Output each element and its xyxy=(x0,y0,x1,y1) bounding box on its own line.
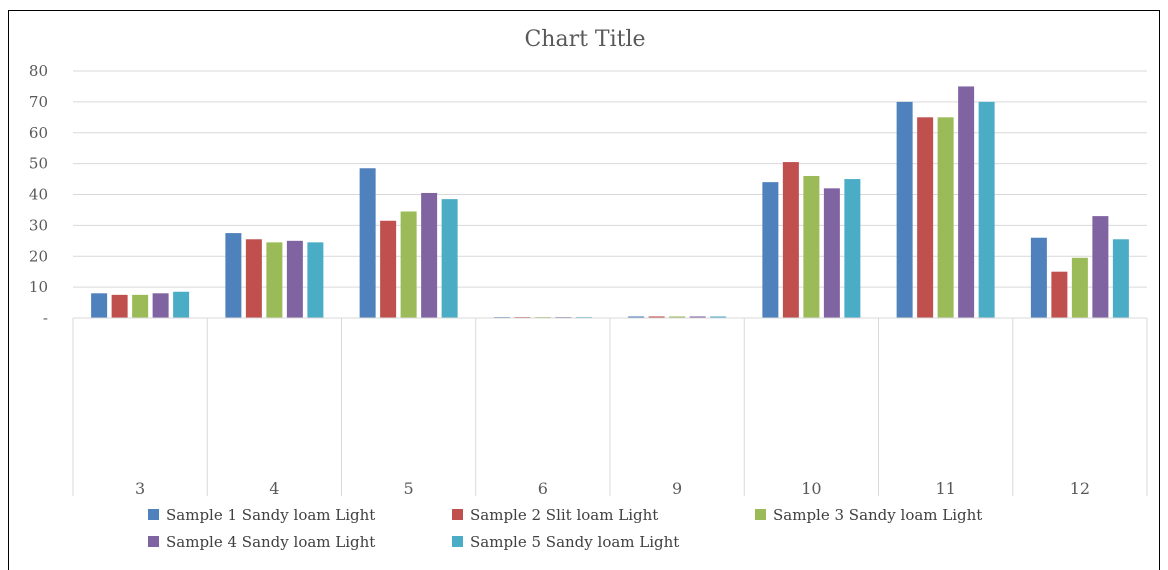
y-tick-label: 70 xyxy=(29,93,48,111)
legend-label: Sample 5 Sandy loam Light xyxy=(470,533,679,551)
x-tick-label: 6 xyxy=(538,479,548,498)
bar xyxy=(844,179,861,318)
x-tick-label: 12 xyxy=(1070,479,1090,498)
bar xyxy=(380,220,397,318)
legend-swatch xyxy=(452,536,463,547)
bar xyxy=(648,316,665,318)
bar xyxy=(1051,271,1068,318)
bar xyxy=(1092,216,1109,318)
bar xyxy=(225,233,242,318)
legend-label: Sample 2 Slit loam Light xyxy=(470,506,658,524)
y-tick-label: - xyxy=(43,309,48,327)
legend-swatch xyxy=(452,509,463,520)
bar xyxy=(937,117,954,318)
bar xyxy=(1030,237,1047,318)
legend-label: Sample 1 Sandy loam Light xyxy=(166,506,375,524)
bar xyxy=(266,242,283,318)
bar xyxy=(245,239,262,318)
x-tick-label: 4 xyxy=(269,479,279,498)
x-tick-label: 3 xyxy=(135,479,145,498)
y-tick-label: 40 xyxy=(29,186,48,204)
bar xyxy=(421,192,438,318)
chart-title: Chart Title xyxy=(524,27,645,52)
bar xyxy=(400,211,417,318)
y-tick-label: 30 xyxy=(29,216,48,234)
x-tick-label: 10 xyxy=(801,479,821,498)
bar xyxy=(359,168,376,318)
bar xyxy=(958,86,975,318)
axes: - 10 20 30 40 50 60 70 80 3 4 5 6 9 10 11 12 xyxy=(29,62,1148,498)
y-tick-label: 20 xyxy=(29,247,48,265)
x-tick-label: 5 xyxy=(404,479,414,498)
y-tick-label: 60 xyxy=(29,124,48,142)
bar xyxy=(111,294,128,318)
bar xyxy=(689,316,706,318)
bar xyxy=(669,316,686,318)
bar xyxy=(782,162,799,318)
bar xyxy=(132,294,149,318)
bar xyxy=(307,242,324,318)
legend-label: Sample 3 Sandy loam Light xyxy=(773,506,982,524)
bar xyxy=(978,101,995,318)
y-tick-label: 50 xyxy=(29,155,48,173)
legend-swatch xyxy=(148,536,159,547)
bar xyxy=(173,291,190,318)
bar xyxy=(91,293,108,318)
bar xyxy=(628,316,645,318)
bar xyxy=(896,101,913,318)
bar xyxy=(710,316,727,318)
chart-frame xyxy=(8,10,1160,570)
legend: Sample 1 Sandy loam Light Sample 2 Slit l… xyxy=(148,506,982,551)
legend-swatch xyxy=(148,509,159,520)
x-tick-label: 9 xyxy=(672,479,682,498)
y-tick-label: 10 xyxy=(29,278,48,296)
bar xyxy=(1071,257,1088,318)
bar xyxy=(917,117,934,318)
bar xyxy=(762,182,779,318)
bar xyxy=(823,188,840,318)
bar xyxy=(152,293,169,318)
bar xyxy=(286,240,303,318)
legend-swatch xyxy=(755,509,766,520)
bars xyxy=(91,86,1129,318)
bar xyxy=(1112,239,1129,318)
legend-label: Sample 4 Sandy loam Light xyxy=(166,533,375,551)
x-tick-label: 11 xyxy=(935,479,955,498)
bar xyxy=(803,175,820,318)
bar xyxy=(441,199,458,318)
y-tick-label: 80 xyxy=(29,62,48,80)
